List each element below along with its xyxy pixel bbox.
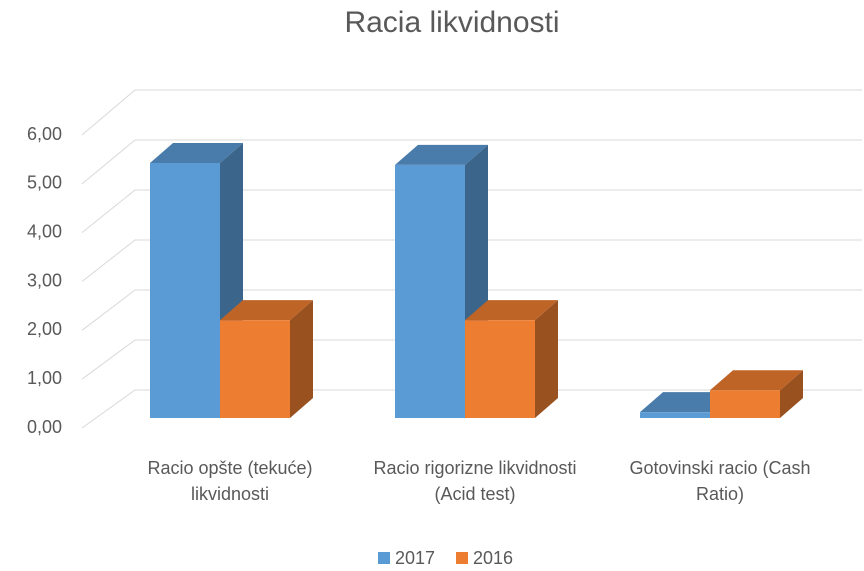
legend-label: 2016 — [473, 548, 513, 568]
y-tick-label: 6,00 — [27, 124, 62, 144]
grid-line — [81, 139, 862, 185]
y-tick-label: 0,00 — [27, 417, 62, 437]
bar-side — [535, 300, 558, 418]
grid-line — [81, 239, 862, 282]
bar-top — [395, 144, 488, 165]
bar-side — [780, 370, 803, 418]
y-tick-label: 4,00 — [27, 221, 62, 241]
grid-line — [81, 189, 862, 234]
bar-top — [220, 300, 313, 321]
bar-side — [290, 300, 313, 418]
y-tick-label: 2,00 — [27, 319, 62, 339]
y-tick-label: 3,00 — [27, 270, 62, 290]
grid-line — [81, 89, 862, 136]
bar — [710, 390, 780, 418]
grid-line — [81, 389, 862, 429]
legend-label: 2017 — [395, 548, 435, 568]
y-tick-label: 1,00 — [27, 368, 62, 388]
grid-line — [81, 339, 862, 380]
bar-top — [640, 392, 733, 413]
x-tick-label: Gotovinski racio (Cash Ratio) — [629, 458, 811, 504]
bar — [395, 164, 465, 418]
bar-top — [150, 142, 243, 163]
legend-swatch — [378, 552, 390, 564]
grid-line — [81, 289, 862, 331]
bar — [640, 412, 710, 418]
bar — [465, 320, 535, 418]
bar-top — [465, 300, 558, 321]
bar-top — [710, 370, 803, 391]
bar — [220, 320, 290, 418]
y-tick-label: 5,00 — [27, 173, 62, 193]
legend-swatch — [456, 552, 468, 564]
bar — [150, 162, 220, 418]
x-tick-label: Racio opšte (tekuće) likvidnosti — [147, 458, 313, 504]
chart-title: Racia likvidnosti — [344, 6, 559, 39]
x-tick-label: Racio rigorizne likvidnosti (Acid test) — [373, 458, 577, 504]
